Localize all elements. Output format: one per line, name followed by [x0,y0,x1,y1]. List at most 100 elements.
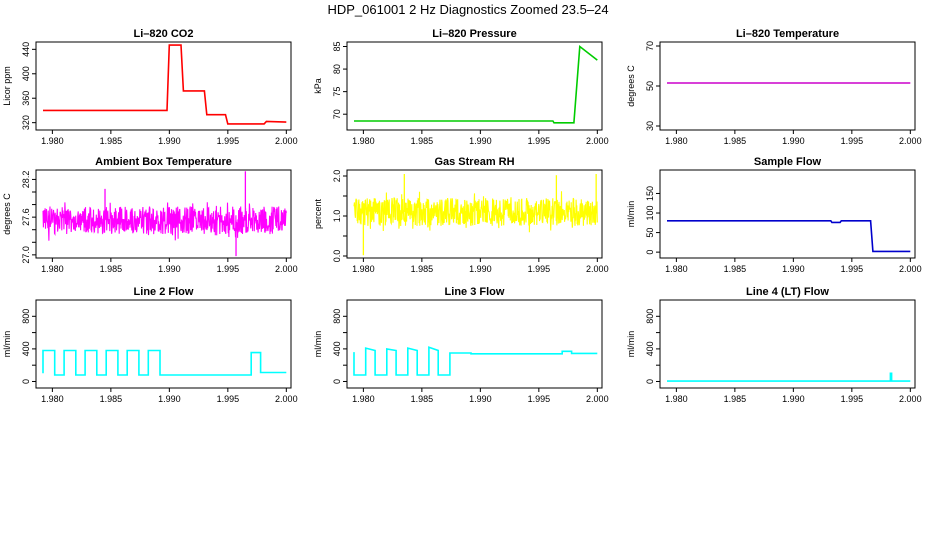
x-tick-label: 1.995 [217,264,240,274]
x-tick-label: 2.000 [275,264,298,274]
y-tick-label: 150 [645,186,655,201]
x-tick-label: 1.990 [469,264,492,274]
x-tick-label: 2.000 [275,136,298,146]
x-tick-label: 1.985 [100,264,123,274]
y-axis-label: Licor ppm [2,66,12,106]
x-tick-label: 1.995 [528,394,551,404]
y-tick-label: 85 [332,42,342,52]
panel-title: Line 3 Flow [445,286,505,298]
y-tick-label: 0 [645,250,655,255]
panel-title: Ambient Box Temperature [95,156,232,168]
x-tick-label: 1.990 [782,264,805,274]
y-axis-label: degrees C [626,65,636,107]
y-axis-label: degrees C [2,193,12,235]
y-tick-label: 2.0 [332,170,342,183]
plot-frame [659,299,916,389]
panel-5: Gas Stream RH 1.980 1.985 1.990 1.995 2.000 0.… [313,156,609,274]
x-tick-label: 1.990 [469,136,492,146]
y-tick-label: 800 [332,309,342,324]
y-tick-label: 27.0 [21,246,31,264]
x-tick-label: 2.000 [586,264,609,274]
x-tick-label: 1.985 [411,394,434,404]
y-tick-label: 0 [21,379,31,384]
series-line [667,372,911,382]
panel-2: Li–820 Pressure 1.980 1.985 1.990 1.995 2.000… [313,28,609,146]
series-line [354,44,598,124]
x-tick-label: 1.995 [528,136,551,146]
y-tick-label: 30 [645,121,655,131]
x-tick-label: 2.000 [899,136,922,146]
x-tick-label: 1.980 [352,394,375,404]
y-tick-label: 400 [332,341,342,356]
x-tick-label: 1.995 [217,136,240,146]
panel-4: Ambient Box Temperature 1.980 1.985 1.990 1.… [2,156,298,274]
y-axis-label: ml/min [2,331,12,358]
panel-title: Line 2 Flow [134,286,194,298]
panel-9: Line 4 (LT) Flow 1.980 1.985 1.990 1.995 2.00… [626,286,922,404]
x-tick-label: 1.985 [100,136,123,146]
series-line [667,220,911,253]
panel-title: Sample Flow [754,156,822,168]
plot-frame [659,41,916,131]
plot-frame [659,169,916,259]
y-tick-label: 320 [21,115,31,130]
x-tick-label: 1.995 [841,136,864,146]
y-tick-label: 360 [21,91,31,106]
y-tick-label: 800 [645,309,655,324]
y-tick-label: 400 [645,341,655,356]
y-axis-label: ml/min [313,331,323,358]
y-tick-label: 400 [21,341,31,356]
y-tick-label: 70 [645,41,655,51]
x-tick-label: 1.980 [41,136,64,146]
y-tick-label: 50 [645,81,655,91]
plot-frame [346,41,603,131]
series-line [353,346,598,376]
panel-3: Li–820 Temperature 1.980 1.985 1.990 1.995 2.… [626,28,922,146]
series-line [43,44,287,125]
x-tick-label: 2.000 [586,394,609,404]
y-axis-label: ml/min [626,201,636,228]
x-tick-label: 1.995 [528,264,551,274]
x-tick-label: 1.980 [352,136,375,146]
y-tick-label: 0 [332,379,342,384]
x-tick-label: 1.985 [411,264,434,274]
series-line [42,202,287,241]
y-tick-label: 1.0 [332,210,342,223]
x-tick-label: 1.980 [665,264,688,274]
y-tick-label: 27.6 [21,208,31,226]
x-tick-label: 2.000 [586,136,609,146]
y-axis-label: percent [313,198,323,229]
series-line [353,191,598,233]
y-axis-label: ml/min [626,331,636,358]
x-tick-label: 1.995 [841,264,864,274]
series-line [42,349,287,376]
x-tick-label: 1.985 [100,394,123,404]
plot-frame [346,169,603,259]
y-tick-label: 75 [332,87,342,97]
x-tick-label: 1.990 [782,394,805,404]
panel-title: Li–820 Temperature [736,28,839,40]
y-tick-label: 0 [645,379,655,384]
y-tick-label: 100 [645,206,655,221]
x-tick-label: 1.980 [41,394,64,404]
panel-7: Line 2 Flow 1.980 1.985 1.990 1.995 2.000 0 400… [2,286,298,404]
y-tick-label: 440 [21,42,31,57]
x-tick-label: 1.995 [841,394,864,404]
x-tick-label: 1.985 [411,136,434,146]
x-tick-label: 1.990 [782,136,805,146]
figure-title: HDP_061001 2 Hz Diagnostics Zoomed 23.5–… [327,2,608,17]
panel-title: Li–820 Pressure [432,28,516,40]
y-tick-label: 28.2 [21,171,31,189]
x-tick-label: 1.990 [158,264,181,274]
x-tick-label: 2.000 [275,394,298,404]
x-tick-label: 1.980 [665,394,688,404]
plot-frame [35,41,292,131]
y-tick-label: 0.0 [332,250,342,263]
y-tick-label: 800 [21,309,31,324]
x-tick-label: 1.980 [352,264,375,274]
y-tick-label: 50 [645,228,655,238]
y-axis-label: kPa [313,78,323,94]
panel-title: Li–820 CO2 [134,28,194,40]
x-tick-label: 1.980 [665,136,688,146]
